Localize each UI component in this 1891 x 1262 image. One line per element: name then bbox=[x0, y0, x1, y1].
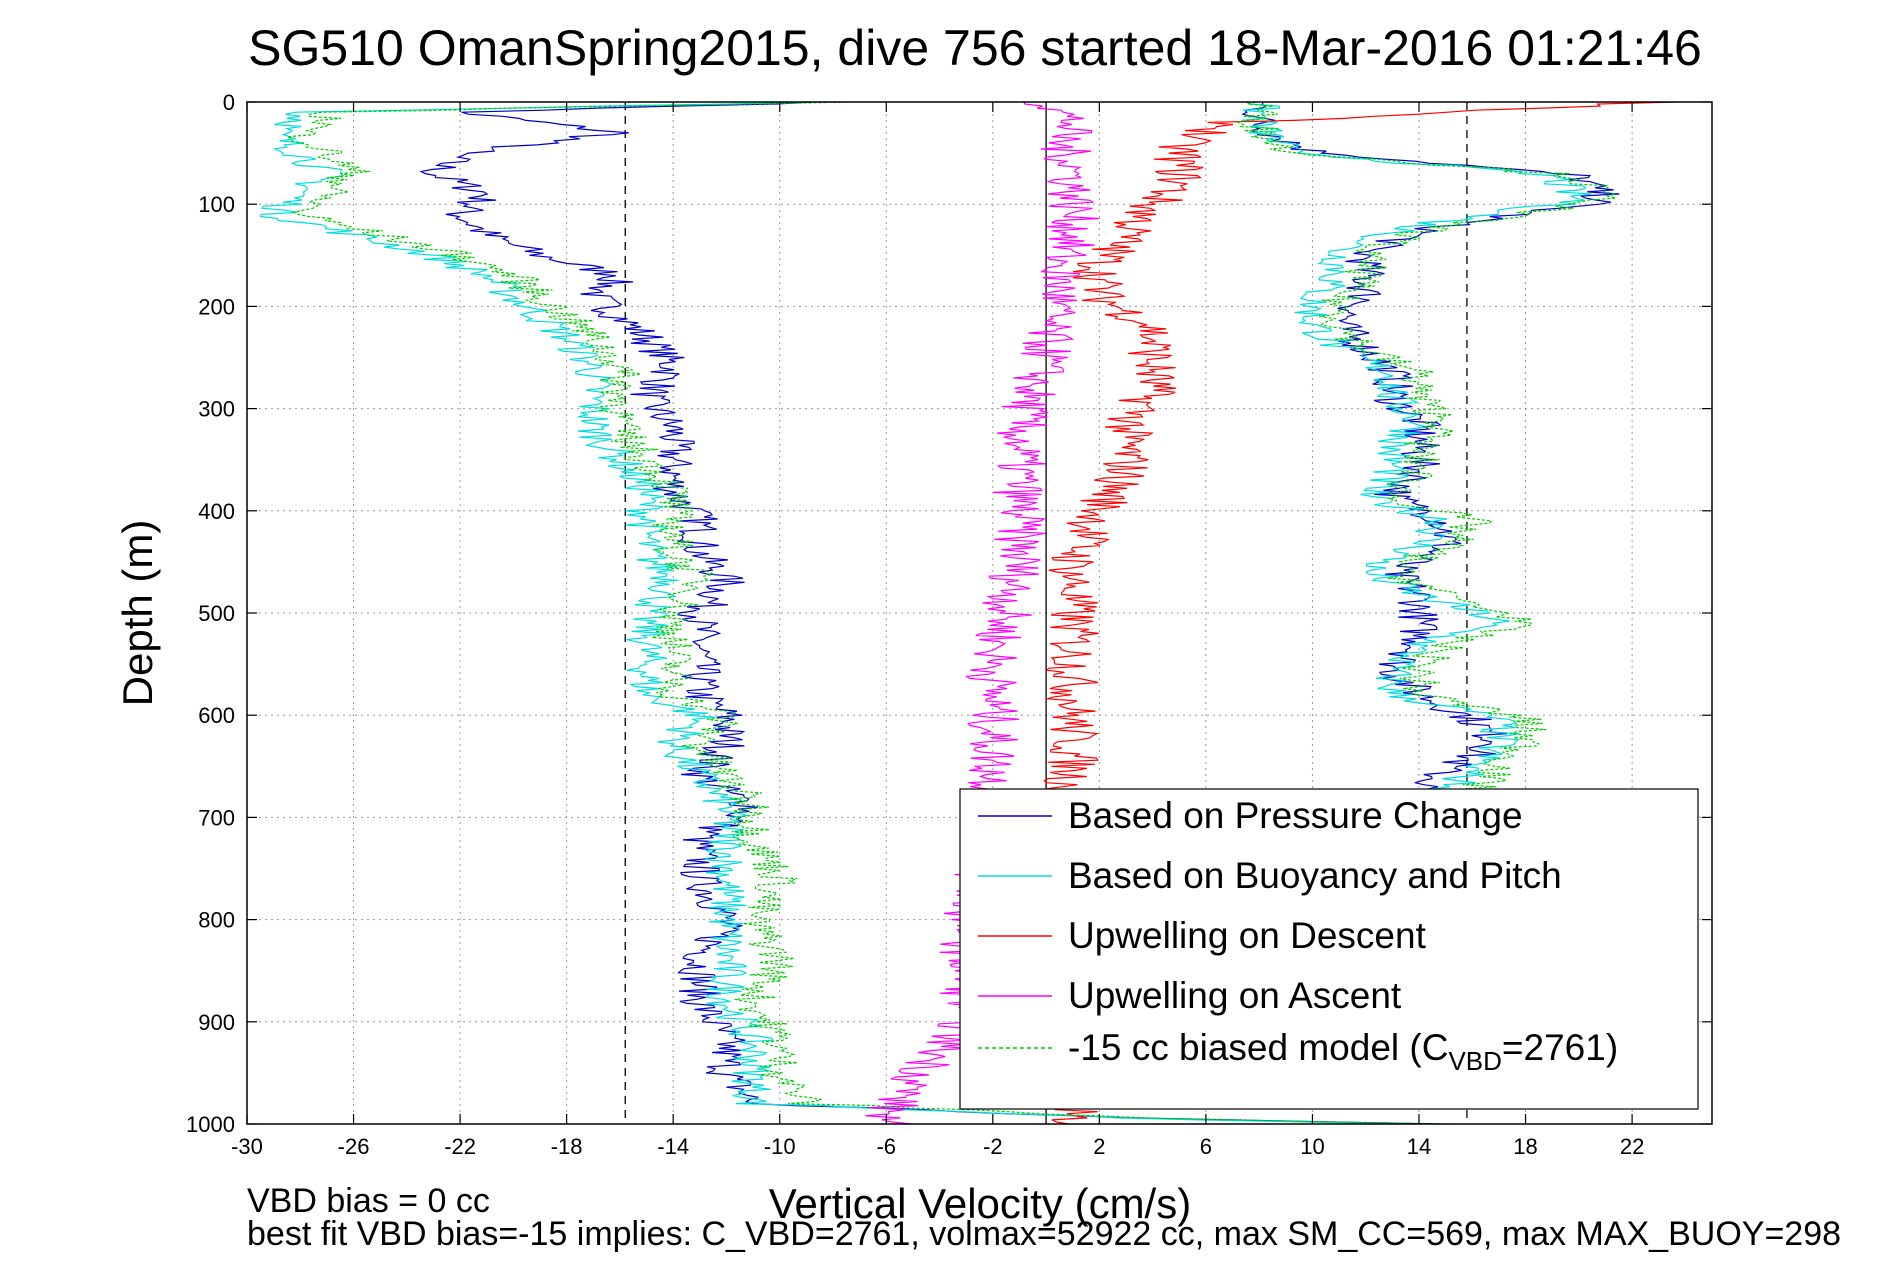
y-tick-label: 300 bbox=[198, 397, 235, 422]
y-tick-labels: 0 100 200 300 400 500 600 700 800 900 1000 bbox=[186, 90, 235, 1137]
x-tick-label: -10 bbox=[764, 1134, 796, 1159]
y-tick-label: 400 bbox=[198, 499, 235, 524]
plot-area: -30 -26 -22 -18 -14 -10 -6 -2 2 6 10 14 18 22 0100200… bbox=[186, 90, 1713, 1159]
y-tick-label: 200 bbox=[198, 294, 235, 319]
x-axis-label: Vertical Velocity (cm/s) bbox=[769, 1180, 1191, 1227]
x-tick-label: 2 bbox=[1093, 1134, 1105, 1159]
tick-marks bbox=[246, 101, 1712, 1125]
footer-line-2: best fit VBD bias=-15 implies: C_VBD=276… bbox=[247, 1215, 1841, 1253]
x-tick-label: -14 bbox=[657, 1134, 689, 1159]
y-axis-label: Depth (m) bbox=[114, 520, 161, 707]
x-tick-label: 22 bbox=[1620, 1134, 1644, 1159]
x-tick-label: 10 bbox=[1300, 1134, 1324, 1159]
legend: Based on Pressure Change Based on Buoyanc… bbox=[959, 788, 1699, 1110]
x-tick-label: -18 bbox=[551, 1134, 583, 1159]
x-tick-label: -2 bbox=[983, 1134, 1003, 1159]
x-tick-label: 6 bbox=[1200, 1134, 1212, 1159]
x-tick-label: -30 bbox=[231, 1134, 263, 1159]
chart-title: SG510 OmanSpring2015, dive 756 started 1… bbox=[248, 20, 1702, 76]
x-tick-label: -22 bbox=[444, 1134, 476, 1159]
legend-label: Based on Pressure Change bbox=[1068, 795, 1523, 836]
legend-label: Upwelling on Descent bbox=[1068, 915, 1427, 956]
series-line-ascent bbox=[1241, 102, 1592, 818]
footer-line-1: VBD bias = 0 cc bbox=[247, 1182, 490, 1220]
legend-label-subscript: VBD bbox=[1448, 1046, 1501, 1076]
x-tick-label: -26 bbox=[338, 1134, 370, 1159]
legend-label: Upwelling on Ascent bbox=[1068, 975, 1402, 1016]
series-line-ascent bbox=[1236, 102, 1616, 818]
x-tick-labels: -30 -26 -22 -18 -14 -10 -6 -2 2 6 10 14 18 22 bbox=[231, 1134, 1644, 1159]
legend-items: Based on Pressure Change Based on Buoyanc… bbox=[978, 795, 1618, 1076]
x-tick-label: 18 bbox=[1513, 1134, 1537, 1159]
legend-label: Based on Buoyancy and Pitch bbox=[1068, 855, 1562, 896]
legend-box bbox=[959, 788, 1699, 1110]
legend-label-main: -15 cc biased model (C bbox=[1068, 1027, 1448, 1068]
series-line bbox=[260, 102, 1405, 1124]
y-tick-label: 1000 bbox=[186, 1112, 235, 1137]
legend-label-tail: =2761) bbox=[1502, 1027, 1618, 1068]
x-tick-label: 14 bbox=[1407, 1134, 1431, 1159]
y-tick-label: 100 bbox=[198, 192, 235, 217]
y-tick-label: 600 bbox=[198, 703, 235, 728]
x-tick-label: -6 bbox=[876, 1134, 896, 1159]
y-tick-label: 900 bbox=[198, 1010, 235, 1035]
y-tick-label: 500 bbox=[198, 601, 235, 626]
y-tick-label: 700 bbox=[198, 805, 235, 830]
y-tick-label: 0 bbox=[223, 90, 235, 115]
legend-label: -15 cc biased model (CVBD=2761) bbox=[1068, 1027, 1618, 1076]
y-tick-label: 800 bbox=[198, 908, 235, 933]
series-line bbox=[285, 102, 1454, 1124]
